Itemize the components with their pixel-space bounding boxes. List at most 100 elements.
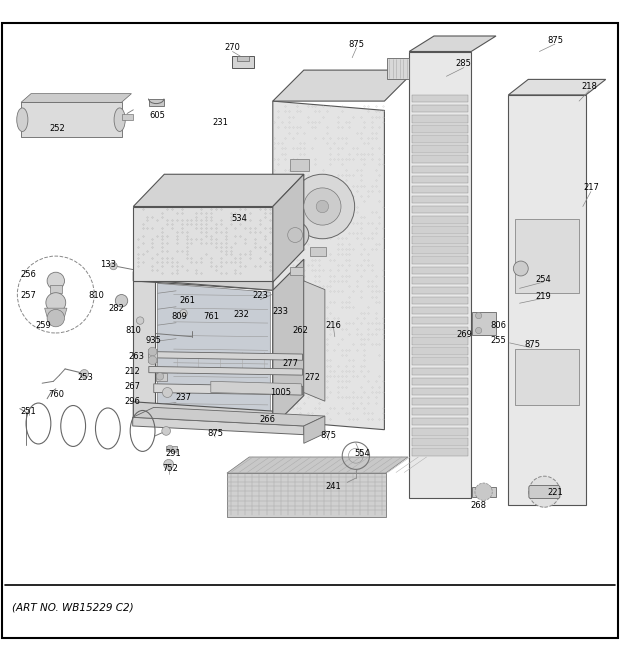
Circle shape [475, 483, 492, 500]
Text: 272: 272 [304, 373, 321, 382]
Polygon shape [412, 266, 468, 274]
Text: 268: 268 [471, 501, 487, 510]
Text: 605: 605 [149, 112, 166, 120]
Text: 257: 257 [20, 292, 37, 300]
Circle shape [290, 175, 355, 239]
Polygon shape [515, 219, 579, 293]
Text: 760: 760 [48, 391, 64, 399]
Polygon shape [412, 408, 468, 415]
Circle shape [180, 309, 187, 317]
Circle shape [164, 459, 174, 469]
Polygon shape [412, 196, 468, 204]
Circle shape [476, 327, 482, 334]
Polygon shape [472, 312, 496, 336]
Text: 251: 251 [20, 407, 37, 416]
Text: 212: 212 [125, 367, 141, 376]
FancyBboxPatch shape [529, 485, 560, 498]
Polygon shape [227, 457, 408, 473]
Text: 806: 806 [490, 321, 507, 330]
Polygon shape [412, 236, 468, 244]
Polygon shape [412, 95, 468, 102]
Polygon shape [50, 285, 62, 293]
Polygon shape [154, 384, 303, 395]
Polygon shape [412, 206, 468, 214]
Polygon shape [412, 347, 468, 355]
Text: 223: 223 [252, 292, 268, 300]
Polygon shape [412, 277, 468, 284]
Text: 761: 761 [203, 313, 219, 321]
Text: 1005: 1005 [270, 388, 291, 397]
Polygon shape [412, 358, 468, 365]
Polygon shape [412, 438, 468, 446]
Ellipse shape [17, 108, 28, 132]
Polygon shape [21, 102, 122, 137]
Text: 133: 133 [100, 260, 117, 269]
Text: 282: 282 [108, 303, 125, 313]
Text: 875: 875 [348, 40, 365, 48]
Polygon shape [149, 98, 164, 106]
Polygon shape [409, 52, 471, 498]
Circle shape [304, 188, 341, 225]
Polygon shape [515, 349, 579, 405]
Circle shape [316, 200, 329, 213]
Polygon shape [149, 352, 303, 360]
Polygon shape [133, 281, 155, 417]
Text: 534: 534 [231, 214, 247, 223]
Polygon shape [412, 155, 468, 163]
Circle shape [47, 272, 64, 290]
Bar [310, 247, 326, 256]
Text: 809: 809 [172, 313, 188, 321]
Circle shape [110, 262, 117, 270]
Text: 221: 221 [547, 488, 564, 498]
Polygon shape [273, 259, 304, 426]
Polygon shape [412, 388, 468, 395]
Polygon shape [412, 287, 468, 294]
Text: 219: 219 [535, 292, 551, 301]
Circle shape [167, 446, 173, 451]
Polygon shape [412, 307, 468, 315]
Polygon shape [157, 284, 270, 424]
Text: 285: 285 [456, 59, 472, 68]
Text: 262: 262 [292, 326, 308, 335]
Text: 266: 266 [260, 415, 276, 424]
Polygon shape [412, 448, 468, 455]
Polygon shape [156, 373, 167, 381]
Text: 261: 261 [179, 296, 195, 305]
Polygon shape [412, 125, 468, 133]
Polygon shape [237, 56, 249, 61]
Text: 233: 233 [272, 307, 288, 317]
Text: 237: 237 [175, 393, 192, 402]
Polygon shape [211, 381, 301, 395]
Polygon shape [304, 416, 325, 444]
Polygon shape [304, 281, 325, 401]
Text: 255: 255 [490, 336, 507, 345]
Circle shape [162, 426, 170, 436]
Polygon shape [412, 297, 468, 304]
Text: 256: 256 [20, 270, 37, 279]
Text: 259: 259 [35, 321, 51, 330]
Polygon shape [21, 94, 131, 102]
Polygon shape [148, 349, 157, 362]
Text: 810: 810 [125, 326, 141, 335]
Text: (ART NO. WB15229 C2): (ART NO. WB15229 C2) [12, 602, 134, 612]
Circle shape [46, 293, 66, 313]
Polygon shape [412, 337, 468, 344]
Text: 935: 935 [146, 336, 162, 345]
Polygon shape [412, 115, 468, 122]
Text: 263: 263 [128, 352, 144, 361]
Text: 752: 752 [162, 463, 178, 473]
Polygon shape [412, 186, 468, 193]
Polygon shape [472, 486, 496, 496]
Text: 269: 269 [456, 330, 472, 338]
Polygon shape [412, 327, 468, 334]
Text: 277: 277 [282, 360, 298, 368]
Polygon shape [412, 216, 468, 223]
Polygon shape [508, 95, 586, 506]
Polygon shape [412, 377, 468, 385]
Text: 267: 267 [125, 382, 141, 391]
Text: 216: 216 [326, 321, 342, 330]
Polygon shape [412, 398, 468, 405]
Polygon shape [387, 58, 409, 79]
Polygon shape [133, 417, 304, 435]
Text: 875: 875 [321, 432, 337, 440]
